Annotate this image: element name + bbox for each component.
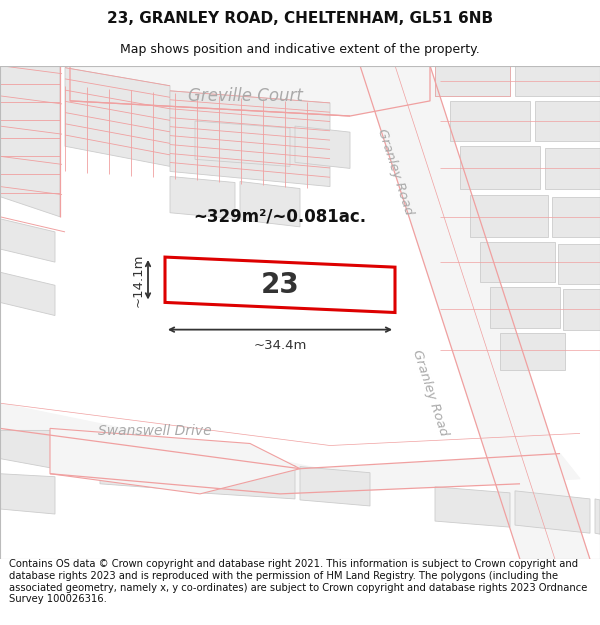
Polygon shape	[0, 272, 55, 316]
Text: 23: 23	[260, 271, 299, 299]
Polygon shape	[435, 487, 510, 527]
Polygon shape	[545, 148, 600, 189]
Polygon shape	[480, 242, 555, 282]
Polygon shape	[240, 181, 300, 227]
Polygon shape	[435, 66, 510, 96]
Text: ~14.1m: ~14.1m	[131, 253, 145, 306]
Text: Granley Road: Granley Road	[410, 348, 450, 438]
Polygon shape	[70, 66, 430, 116]
Polygon shape	[470, 194, 548, 237]
Polygon shape	[0, 66, 60, 217]
Text: ~34.4m: ~34.4m	[253, 339, 307, 352]
Polygon shape	[460, 146, 540, 189]
Polygon shape	[0, 431, 55, 469]
Polygon shape	[515, 66, 600, 96]
Polygon shape	[300, 467, 370, 506]
Polygon shape	[295, 126, 350, 168]
Polygon shape	[200, 459, 295, 499]
Polygon shape	[0, 403, 580, 494]
Text: Contains OS data © Crown copyright and database right 2021. This information is : Contains OS data © Crown copyright and d…	[9, 559, 587, 604]
Polygon shape	[563, 289, 600, 329]
Text: Granley Road: Granley Road	[375, 127, 415, 216]
Polygon shape	[500, 332, 565, 370]
Polygon shape	[0, 219, 55, 262]
Polygon shape	[558, 244, 600, 284]
Text: ~329m²/~0.081ac.: ~329m²/~0.081ac.	[193, 208, 367, 226]
Text: Map shows position and indicative extent of the property.: Map shows position and indicative extent…	[120, 44, 480, 56]
Polygon shape	[0, 474, 55, 514]
Polygon shape	[170, 176, 235, 219]
Text: Swanswell Drive: Swanswell Drive	[98, 424, 212, 438]
Polygon shape	[100, 449, 195, 491]
Polygon shape	[360, 66, 590, 559]
Polygon shape	[50, 428, 300, 494]
Polygon shape	[165, 257, 395, 312]
Polygon shape	[535, 101, 600, 141]
Polygon shape	[170, 91, 330, 186]
Polygon shape	[195, 121, 290, 166]
Polygon shape	[552, 197, 600, 237]
Polygon shape	[515, 491, 590, 533]
Text: 23, GRANLEY ROAD, CHELTENHAM, GL51 6NB: 23, GRANLEY ROAD, CHELTENHAM, GL51 6NB	[107, 11, 493, 26]
Polygon shape	[595, 499, 600, 534]
Polygon shape	[450, 101, 530, 141]
Polygon shape	[490, 288, 560, 328]
Polygon shape	[65, 68, 170, 166]
Text: Greville Court: Greville Court	[188, 87, 302, 105]
